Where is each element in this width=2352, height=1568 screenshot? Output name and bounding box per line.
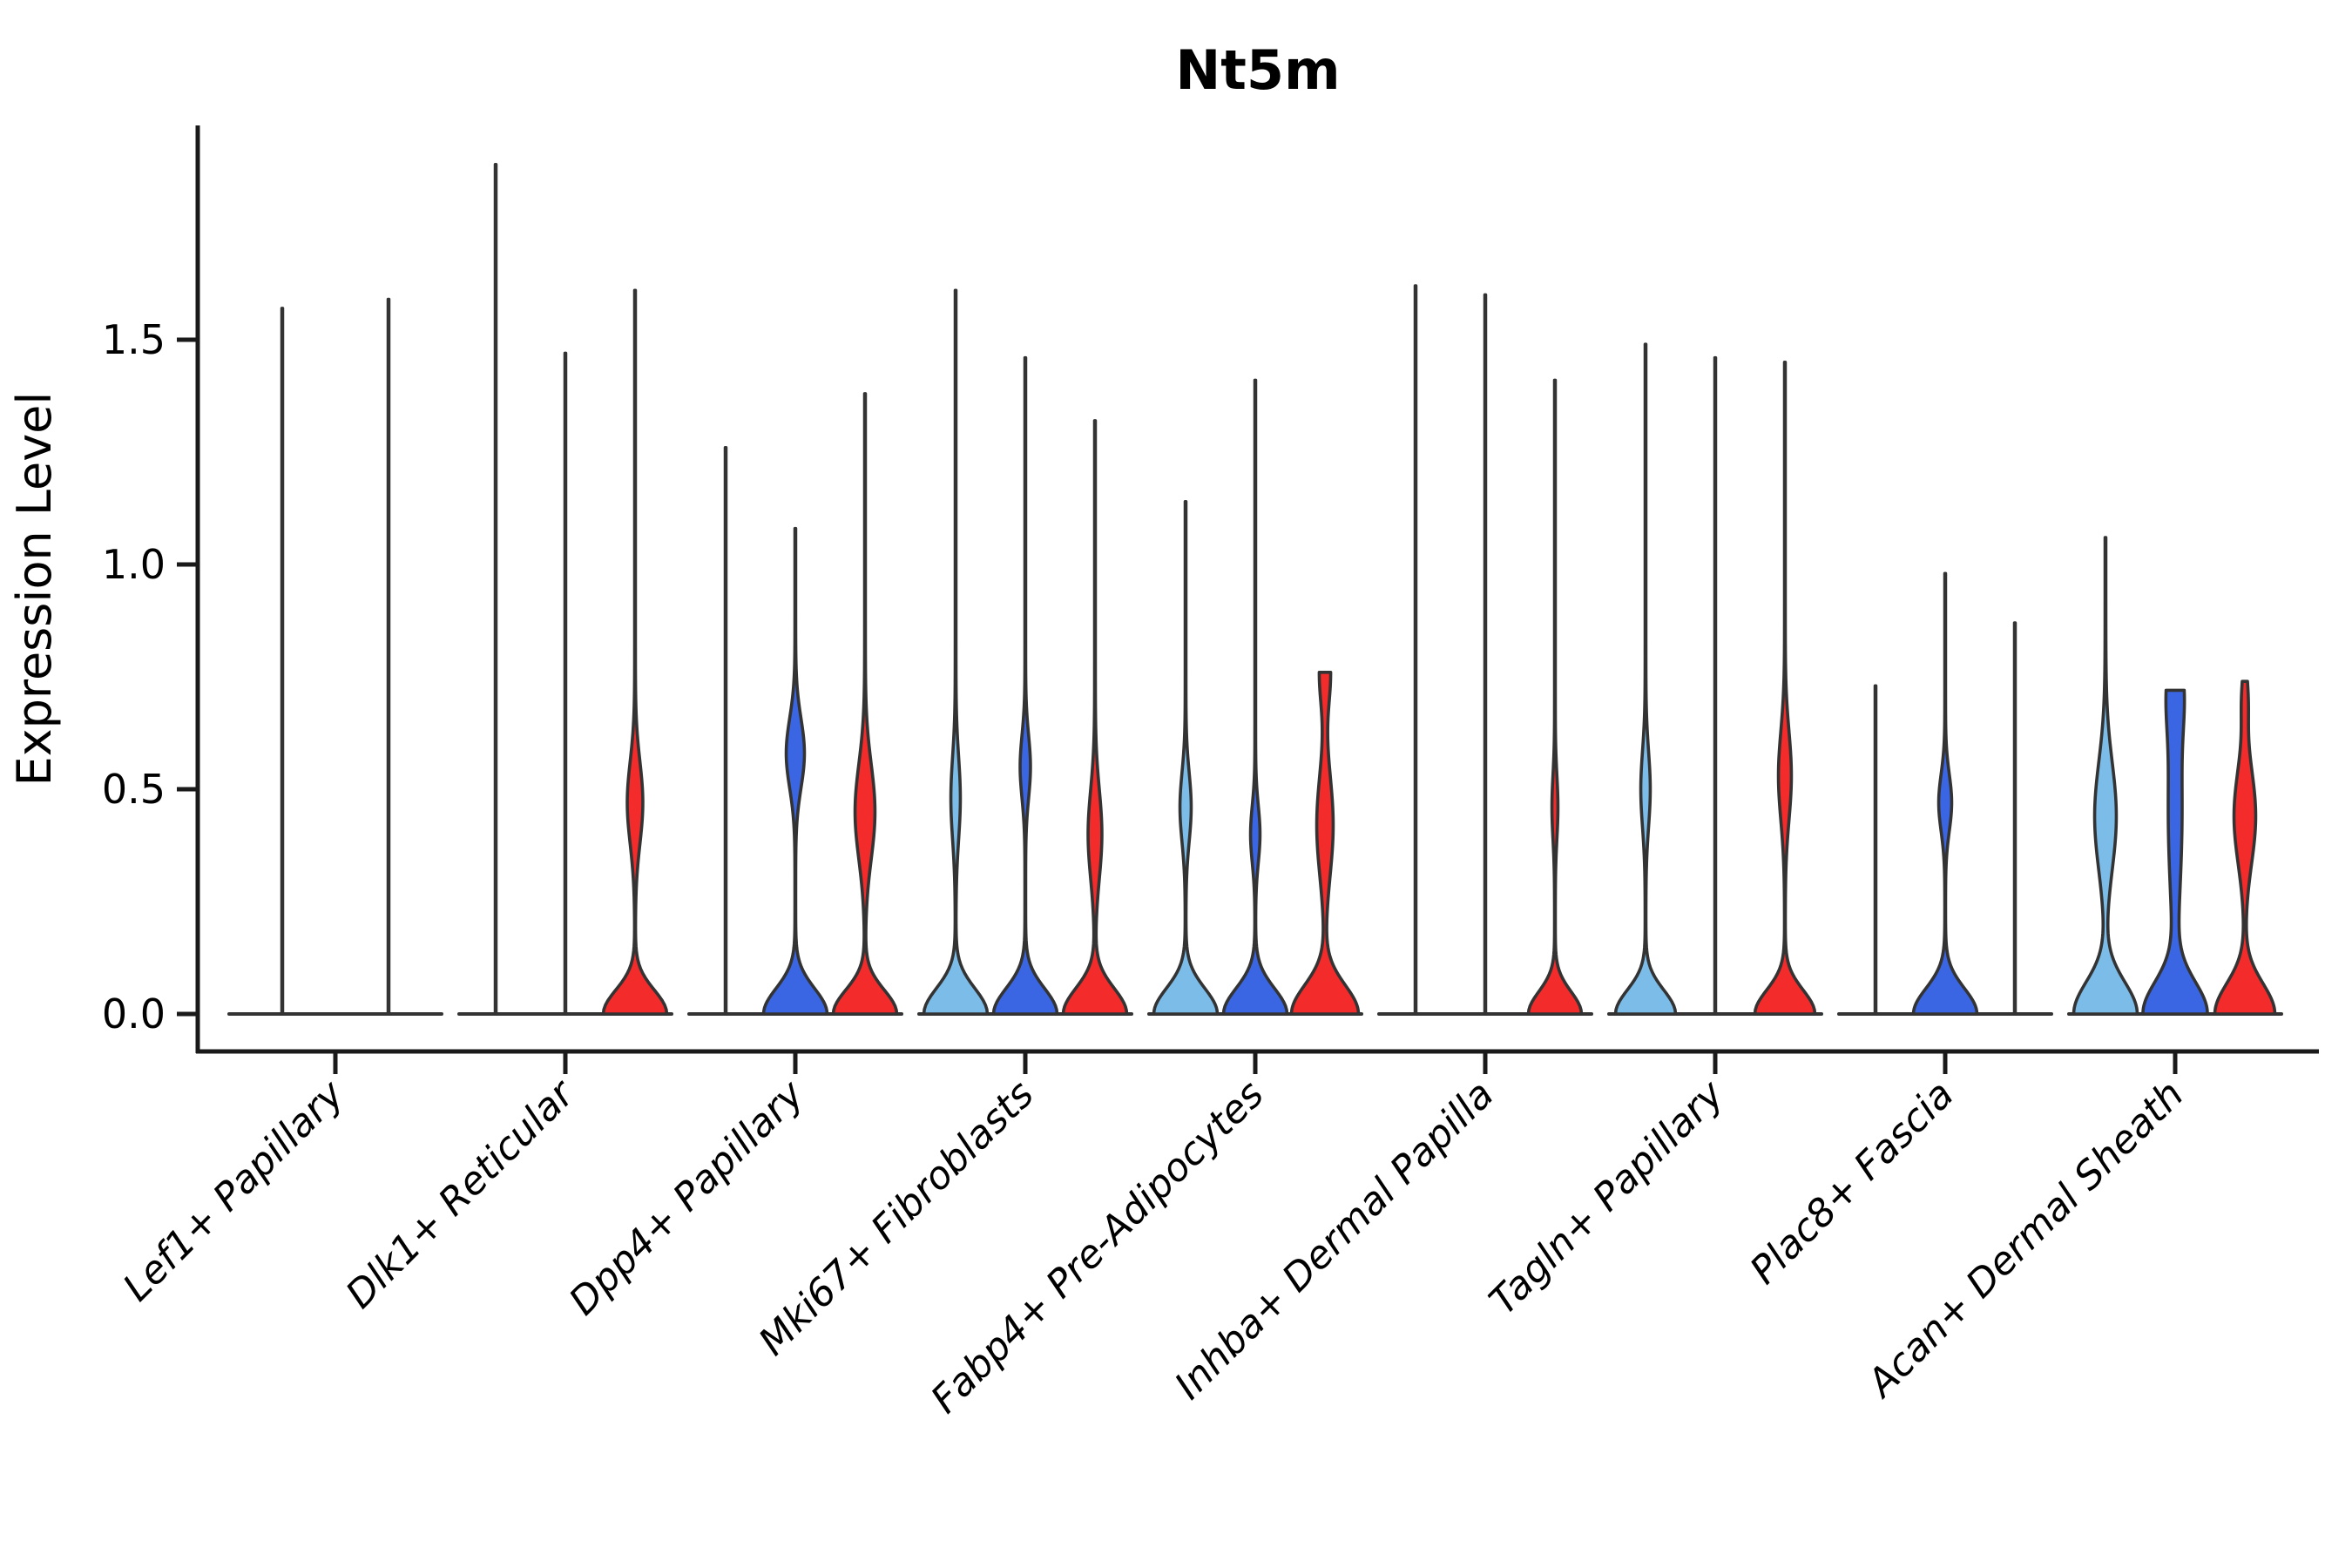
violin-3-light_blue <box>922 288 990 1016</box>
violin-1-light_blue <box>493 162 498 1016</box>
y-tick-label: 1.0 <box>102 541 166 588</box>
violin-7-dark_blue <box>1911 571 1979 1016</box>
violin-6-dark_blue <box>1713 355 1718 1016</box>
violin-5-dark_blue <box>1483 293 1488 1016</box>
x-tick-label: Dpp4+ Papillary <box>561 1071 814 1324</box>
y-axis-label: Expression Level <box>7 392 62 787</box>
violin-8-light_blue <box>2072 536 2139 1016</box>
x-tick-label: Dlk1+ Reticular <box>337 1071 584 1317</box>
y-tick-label: 0.5 <box>102 766 166 813</box>
y-tick-label: 1.5 <box>102 316 166 363</box>
violin-4-red <box>1289 671 1361 1016</box>
violin-4-light_blue <box>1152 499 1220 1016</box>
violin-2-dark_blue <box>761 526 829 1016</box>
violin-8-red <box>2213 679 2277 1016</box>
violin-6-light_blue <box>1613 342 1678 1016</box>
violin-6-red <box>1753 361 1817 1016</box>
violin-7-red <box>2012 621 2017 1016</box>
violin-8-dark_blue <box>2141 688 2209 1016</box>
violin-3-dark_blue <box>991 355 1059 1016</box>
x-tick-label: Tagln+ Papillary <box>1481 1071 1733 1323</box>
violin-1-dark_blue <box>563 351 568 1016</box>
violin-4-dark_blue <box>1221 378 1289 1016</box>
violin-0-light_blue <box>280 307 285 1016</box>
x-tick-label: Lef1+ Papillary <box>115 1071 354 1310</box>
violin-2-red <box>831 392 899 1016</box>
x-tick-label: Plac8+ Fascia <box>1741 1072 1962 1293</box>
violin-1-red <box>601 288 669 1016</box>
violin-2-light_blue <box>723 446 728 1016</box>
plot-title: Nt5m <box>1175 38 1340 102</box>
y-tick-label: 0.0 <box>102 990 166 1037</box>
violin-5-red <box>1526 378 1584 1016</box>
violin-3-red <box>1061 419 1129 1016</box>
